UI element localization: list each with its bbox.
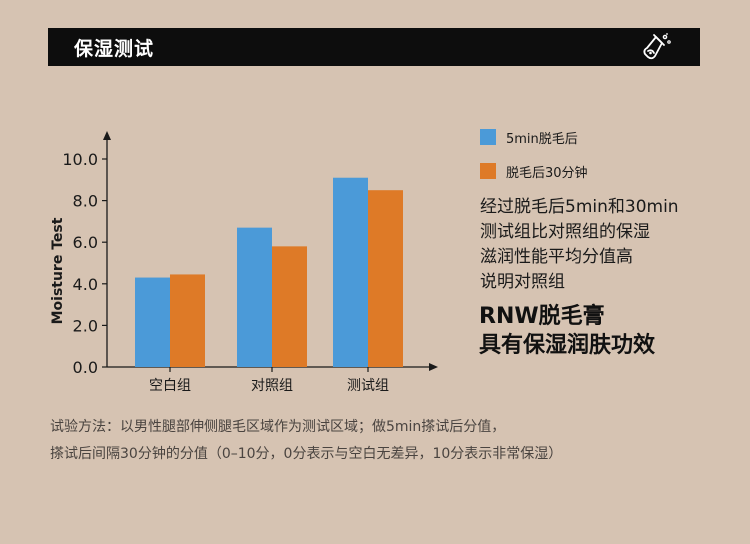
description-line: 测试组比对照组的保湿 [480,222,650,242]
description: 经过脱毛后5min和30min 测试组比对照组的保湿 滋润性能平均分值高 说明对… [480,195,740,295]
y-tick-label: 10.0 [62,150,98,169]
bar [237,227,272,367]
description-line: 滋润性能平均分值高 [480,247,633,267]
page-title: 保湿测试 [74,38,155,60]
x-tick-label: 对照组 [251,378,293,394]
method-note: 试验方法：以男性腿部伸侧腿毛区域作为测试区域；做5min搽试后分值， 搽试后间隔… [50,414,730,468]
legend-swatch-30min [480,163,496,179]
header-bar: 保湿测试 [48,28,700,66]
flask-icon [643,33,671,60]
highlight-claim: RNW脱毛膏 具有保湿润肤功效 [479,302,655,360]
legend-label-30min: 脱毛后30分钟 [506,165,588,181]
bar [170,274,205,367]
x-axis-arrow [429,363,438,371]
x-tick-label: 测试组 [347,378,389,394]
y-tick-label: 6.0 [73,233,98,252]
x-tick-label: 空白组 [149,378,191,394]
y-tick-label: 2.0 [73,316,98,335]
legend: 5min脱毛后 脱毛后30分钟 [480,128,588,196]
legend-item-30min: 脱毛后30分钟 [480,162,588,181]
highlight-line: 具有保湿润肤功效 [479,333,656,358]
y-tick-label: 4.0 [73,275,98,294]
bar [333,177,368,367]
bar [272,246,307,367]
bar [368,190,403,367]
y-tick-label: 0.0 [73,358,98,377]
legend-label-5min: 5min脱毛后 [506,131,578,147]
highlight-line: RNW脱毛膏 [479,304,605,329]
y-axis-label: Moisture Test [50,217,66,324]
method-note-line: 试验方法：以男性腿部伸侧腿毛区域作为测试区域；做5min搽试后分值， [50,419,506,435]
legend-item-5min: 5min脱毛后 [480,128,588,147]
y-axis-arrow [103,131,111,140]
description-line: 经过脱毛后5min和30min [480,197,679,217]
legend-swatch-5min [480,129,496,145]
method-note-line: 搽试后间隔30分钟的分值（0–10分，0分表示与空白无差异，10分表示非常保湿） [50,446,563,462]
y-tick-label: 8.0 [73,192,98,211]
bar [135,277,170,367]
description-line: 说明对照组 [480,272,565,292]
